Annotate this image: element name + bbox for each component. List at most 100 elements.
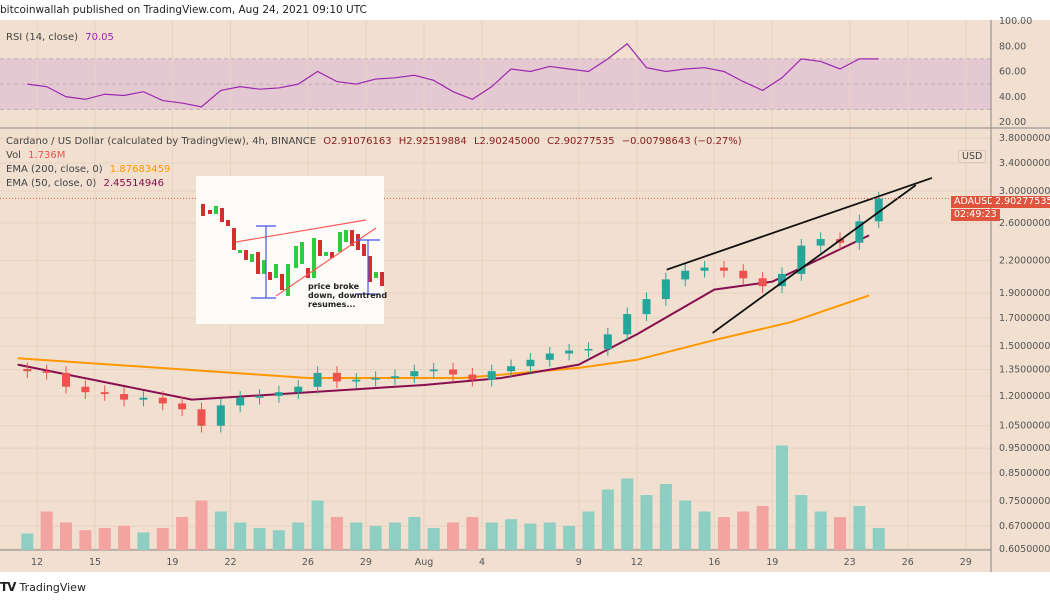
example-upper-line [235, 219, 367, 243]
ohlc-low: L2.90245000 [473, 136, 540, 147]
candle-body [603, 334, 612, 349]
rsi-value: 70.05 [85, 32, 114, 43]
volume-bar [21, 533, 34, 550]
example-lower-line [275, 227, 377, 297]
volume-bar [717, 517, 730, 550]
time-tick-label: 26 [302, 557, 314, 568]
volume-bar [466, 517, 479, 550]
volume-bar [156, 528, 169, 550]
candle-body [623, 314, 632, 335]
bar-countdown: 02:49:23 [951, 209, 1000, 221]
volume-value: 1.736M [28, 150, 66, 161]
wedge-trendline [666, 177, 933, 271]
price-axis-background [991, 20, 1050, 572]
time-tick-label: 26 [902, 557, 914, 568]
candle-body [62, 372, 71, 387]
candle-body [313, 372, 322, 387]
time-tick-label: 16 [708, 557, 720, 568]
volume-label: Vol [6, 150, 21, 161]
volume-bar [176, 517, 189, 550]
volume-bar [795, 495, 808, 550]
volume-bar [388, 522, 401, 550]
time-tick-label: 12 [631, 557, 643, 568]
volume-bar [485, 522, 498, 550]
volume-bar [214, 511, 227, 550]
volume-bar [698, 511, 711, 550]
time-tick-label: 9 [576, 557, 582, 568]
last-price-badge: 2.90277535 [992, 196, 1050, 208]
candle-body [352, 379, 361, 382]
candle-body [178, 403, 187, 410]
candle-body [216, 405, 225, 426]
volume-bar [79, 530, 92, 550]
candle-body [274, 392, 283, 396]
candle-body [642, 299, 651, 315]
volume-bar [679, 500, 692, 550]
price-tick-label: 0.60500000 [999, 544, 1050, 555]
volume-bar [601, 489, 614, 550]
candle-body [758, 278, 767, 287]
rsi-label: RSI (14, close) [6, 32, 79, 43]
ema50-label: EMA (50, close, 0) [6, 178, 97, 189]
candle-body [158, 397, 167, 404]
ohlc-open: O2.91076163 [323, 136, 392, 147]
volume-legend: Vol 1.736M [6, 150, 69, 161]
price-tick-label: 1.50000000 [999, 341, 1050, 352]
time-tick-label: Aug [415, 557, 434, 568]
volume-bar [234, 522, 247, 550]
ema50-value: 2.45514946 [103, 178, 164, 189]
candle-body [197, 409, 206, 426]
rsi-tick-label: 40.00 [999, 92, 1026, 103]
rising-wedge-example-image: price broke down, downtrend resumes... [196, 176, 387, 324]
candle-body [507, 366, 516, 372]
time-tick-label: 29 [360, 557, 372, 568]
ema50-legend: EMA (50, close, 0) 2.45514946 [6, 178, 168, 189]
time-tick-label: 19 [166, 557, 178, 568]
volume-bar [524, 523, 537, 550]
candle-body [565, 350, 574, 354]
currency-button[interactable]: USD [958, 150, 987, 163]
candle-body [23, 368, 32, 372]
candle-body [777, 273, 786, 287]
footer: TV TradingView [0, 580, 86, 594]
candle-body [545, 353, 554, 360]
volume-bar [775, 445, 788, 550]
candle-body [449, 369, 458, 375]
candle-body [855, 221, 864, 243]
ohlc-close: C2.90277535 [547, 136, 615, 147]
volume-bar [253, 528, 266, 550]
candle-body [468, 374, 477, 380]
rsi-tick-label: 20.00 [999, 117, 1026, 128]
candle-body [410, 371, 419, 377]
wedge-caption: price broke down, downtrend resumes... [308, 282, 388, 309]
volume-bar [640, 495, 653, 550]
rsi-line [27, 42, 879, 108]
candle-body [874, 198, 883, 222]
volume-bar [118, 525, 131, 550]
volume-bar [814, 511, 827, 550]
chart-canvas[interactable]: 12 15 19 22 26 29 Aug 4 9 12 16 19 23 26 29 100.00 80.00… [0, 0, 1050, 578]
candle-body [236, 397, 245, 406]
volume-bar [872, 528, 885, 550]
candle-body [681, 270, 690, 280]
volume-bar [659, 484, 672, 550]
candle-body [661, 279, 670, 300]
candle-body [700, 267, 709, 271]
volume-bar [40, 511, 53, 550]
volume-bar [853, 506, 866, 550]
wedge-example-chart [201, 204, 384, 299]
price-tick-label: 1.70000000 [999, 313, 1050, 324]
rsi-tick-label: 100.00 [999, 16, 1032, 27]
candle-body [526, 359, 535, 367]
volume-bar [756, 506, 769, 550]
volume-bar [447, 522, 460, 550]
volume-bar [311, 500, 324, 550]
candle-body [487, 371, 496, 380]
volume-bar [369, 525, 382, 550]
volume-bar [292, 522, 305, 550]
brand-name: TradingView [19, 580, 86, 594]
ema200-legend: EMA (200, close, 0) 1.87683459 [6, 164, 174, 175]
